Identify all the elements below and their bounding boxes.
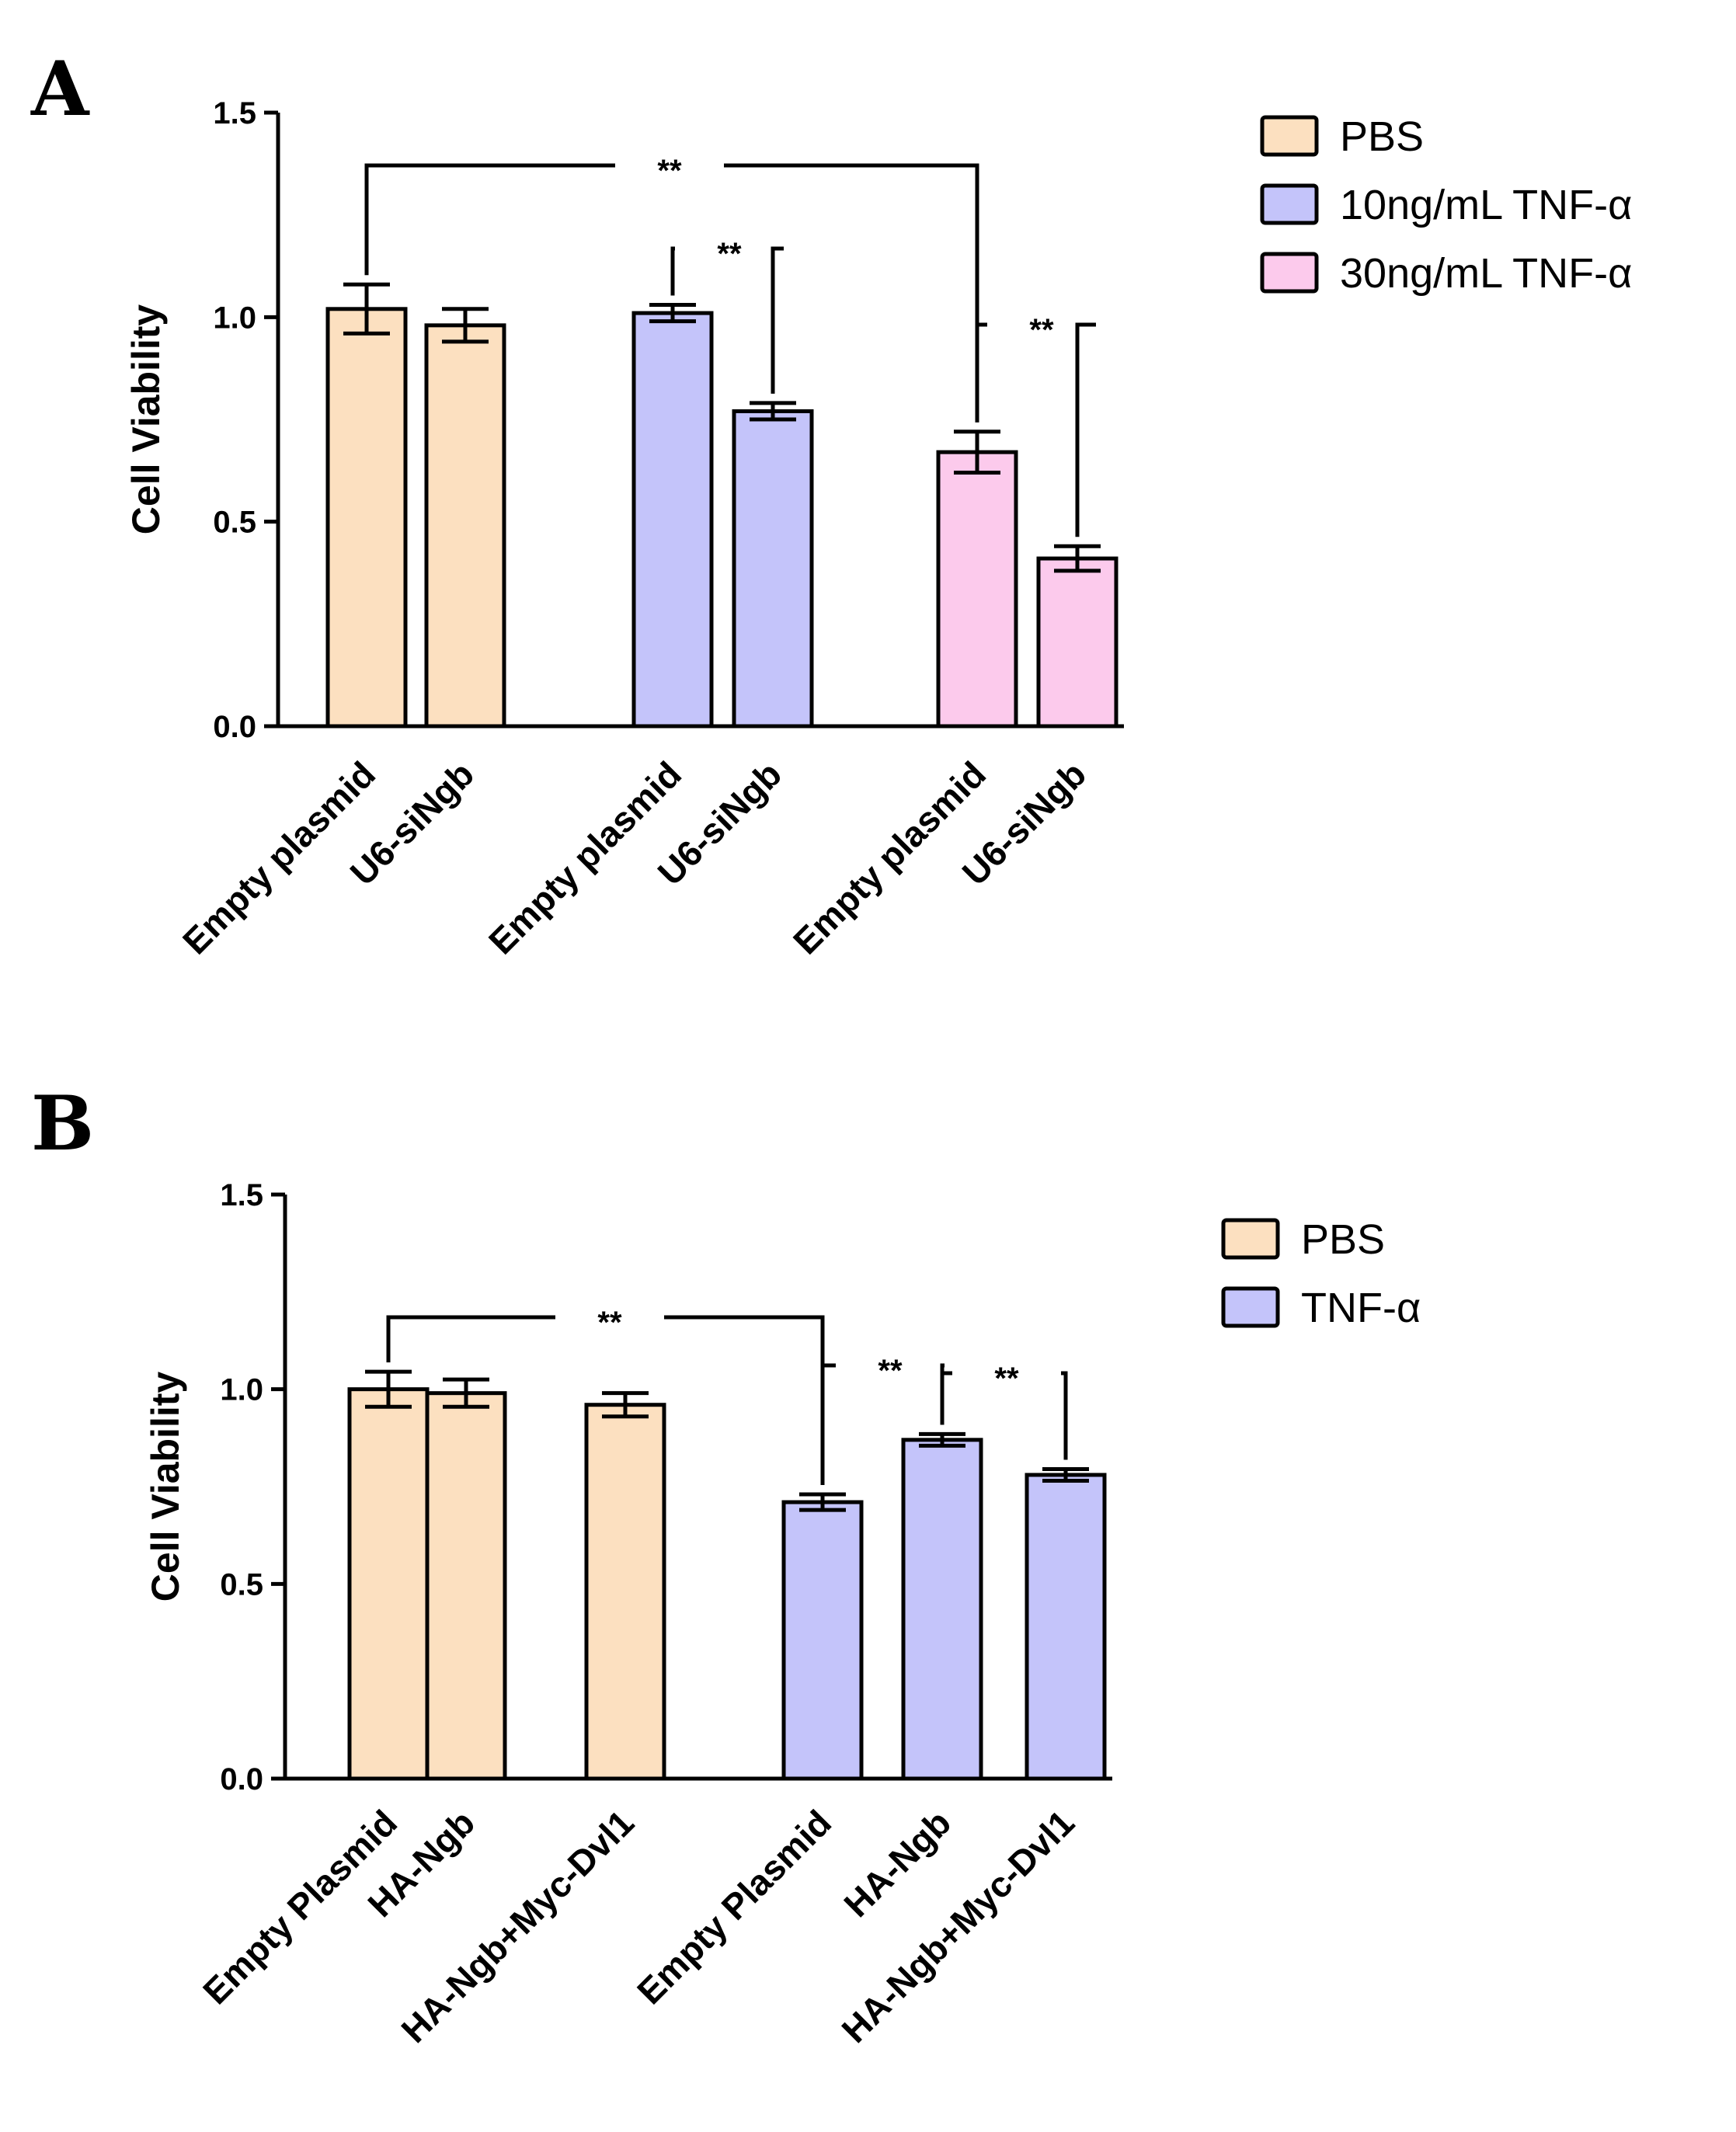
category-label: HA-Ngb+Myc-Dvl1 [833,1802,1082,2050]
bar [1025,1473,1107,1781]
category-label: Empty Plasmid [629,1802,839,2012]
panel-letter-b: B [31,1080,94,1167]
bar [631,311,714,729]
bar [901,1438,983,1781]
y-axis-title: Cell Viability [144,1372,187,1602]
panel-letter-a: A [30,45,90,133]
significance-label: ** [717,237,742,271]
bar [347,1387,430,1781]
y-tick-label: 0.5 [213,506,256,540]
legend-swatch [1221,1218,1280,1260]
legend-label: PBS [1301,1216,1385,1263]
significance-bracket [940,1371,1068,1460]
category-label: HA-Ngb [836,1802,958,1925]
legend-label: 10ng/mL TNF-α [1340,182,1632,228]
legend-label: TNF-α [1301,1285,1421,1331]
y-tick-label: 1.5 [213,96,256,130]
bar [424,323,506,729]
bar [425,1391,507,1781]
y-tick-label: 1.0 [220,1373,263,1407]
y-tick-label: 0.5 [220,1567,263,1602]
legend-swatch [1260,183,1319,225]
significance-label: ** [878,1354,903,1388]
bar [936,450,1018,729]
bar [325,307,408,729]
y-axis-title: Cell Viability [124,304,168,535]
bar [781,1500,864,1781]
significance-label: ** [657,154,682,188]
significance-label: ** [597,1306,622,1340]
legend-swatch [1260,252,1319,294]
bar [584,1403,666,1781]
legend-label: PBS [1340,113,1424,160]
legend-swatch [1221,1286,1280,1328]
legend-label: 30ng/mL TNF-α [1340,250,1632,297]
bar [732,409,814,729]
significance-label: ** [1029,313,1054,347]
panel-b-chart: 0.0 0.5 1.0 1.5 Cell Viability Empty PlasmidH… [144,1178,1421,2050]
legend-swatch [1260,115,1319,157]
y-tick-label: 1.5 [220,1178,263,1212]
significance-bracket [670,246,784,394]
bar [1036,556,1118,729]
y-tick-label: 0.0 [220,1762,263,1796]
significance-label: ** [994,1362,1019,1396]
significance-bracket [975,322,1096,537]
y-tick-label: 0.0 [213,710,256,744]
y-tick-label: 1.0 [213,301,256,335]
